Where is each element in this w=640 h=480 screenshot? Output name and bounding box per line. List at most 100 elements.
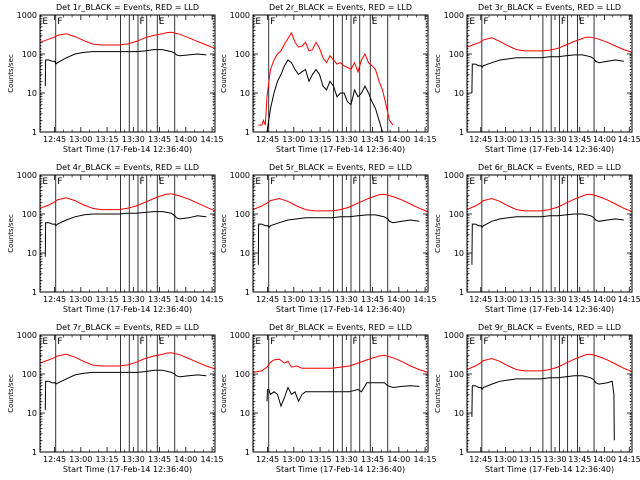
x-tick-label: 13:00 bbox=[69, 455, 92, 464]
x-tick-label: 13:15 bbox=[309, 135, 332, 144]
y-tick-label: 1 bbox=[459, 288, 464, 297]
marker-label: E bbox=[159, 17, 165, 27]
marker-label: F bbox=[140, 337, 145, 347]
chart-title: Det 2r_BLACK = Events, RED = LLD bbox=[269, 3, 412, 12]
x-tick-label: 13:45 bbox=[148, 295, 171, 304]
series-line-events bbox=[44, 369, 207, 410]
marker-label: E bbox=[159, 337, 165, 347]
y-tick-label: 100 bbox=[22, 370, 37, 379]
series-line-lld bbox=[466, 36, 633, 53]
plot-frame bbox=[39, 14, 216, 133]
x-tick-label: 13:15 bbox=[96, 295, 119, 304]
chart-title: Det 3r_BLACK = Events, RED = LLD bbox=[478, 3, 621, 12]
marker-label: F bbox=[483, 17, 488, 27]
x-tick-label: 13:30 bbox=[543, 135, 566, 144]
x-tick-label: 12:45 bbox=[256, 455, 279, 464]
marker-label: E bbox=[159, 177, 165, 187]
y-tick-label: 1 bbox=[245, 448, 250, 457]
series-line-lld bbox=[466, 193, 633, 213]
marker-label: E bbox=[372, 337, 378, 347]
series-line-events bbox=[266, 382, 420, 408]
x-tick-label: 13:45 bbox=[361, 455, 384, 464]
series-line-events bbox=[44, 211, 207, 257]
x-axis-label: Start Time (17-Feb-14 12:36:40) bbox=[485, 305, 614, 314]
x-tick-label: 14:15 bbox=[414, 295, 437, 304]
x-tick-label: 13:30 bbox=[335, 455, 358, 464]
series-line-events bbox=[44, 49, 207, 87]
x-tick-label: 12:45 bbox=[43, 455, 66, 464]
x-tick-label: 13:45 bbox=[361, 135, 384, 144]
plot-frame bbox=[466, 334, 633, 453]
x-axis-label: Start Time (17-Feb-14 12:36:40) bbox=[63, 305, 192, 314]
series-line-lld bbox=[252, 193, 429, 213]
chart-title: Det 6r_BLACK = Events, RED = LLD bbox=[478, 163, 621, 172]
x-tick-label: 14:15 bbox=[201, 455, 224, 464]
y-tick-label: 10 bbox=[454, 409, 464, 418]
x-tick-label: 14:15 bbox=[414, 455, 437, 464]
y-tick-label: 1 bbox=[459, 128, 464, 137]
marker-label: E bbox=[372, 17, 378, 27]
series-line-lld bbox=[258, 31, 394, 126]
y-tick-label: 1 bbox=[459, 448, 464, 457]
y-tick-label: 1000 bbox=[444, 11, 464, 20]
y-tick-label: 100 bbox=[235, 210, 250, 219]
marker-label: F bbox=[561, 17, 566, 27]
y-tick-label: 10 bbox=[27, 409, 37, 418]
y-tick-label: 1 bbox=[245, 128, 250, 137]
x-tick-label: 14:15 bbox=[618, 295, 640, 304]
series-line-events bbox=[471, 213, 624, 265]
x-tick-label: 13:15 bbox=[519, 295, 542, 304]
y-tick-label: 100 bbox=[235, 370, 250, 379]
marker-label: E bbox=[469, 17, 475, 27]
x-axis-label: Start Time (17-Feb-14 12:36:40) bbox=[276, 465, 405, 474]
x-tick-label: 13:45 bbox=[568, 455, 591, 464]
x-tick-label: 13:00 bbox=[494, 135, 517, 144]
x-tick-label: 13:00 bbox=[494, 455, 517, 464]
x-tick-label: 14:00 bbox=[593, 135, 616, 144]
series-line-lld bbox=[39, 193, 216, 212]
x-tick-label: 13:15 bbox=[96, 455, 119, 464]
y-tick-label: 100 bbox=[449, 50, 464, 59]
x-tick-label: 13:45 bbox=[361, 295, 384, 304]
x-axis-label: Start Time (17-Feb-14 12:36:40) bbox=[485, 145, 614, 154]
marker-label: F bbox=[353, 17, 358, 27]
y-tick-label: 1000 bbox=[17, 331, 37, 340]
x-axis-label: Start Time (17-Feb-14 12:36:40) bbox=[276, 145, 405, 154]
x-tick-label: 12:45 bbox=[469, 135, 492, 144]
y-tick-label: 1 bbox=[245, 288, 250, 297]
y-tick-label: 1 bbox=[32, 288, 37, 297]
plot-frame bbox=[466, 174, 633, 293]
marker-label: F bbox=[561, 337, 566, 347]
x-tick-label: 13:30 bbox=[543, 455, 566, 464]
marker-label: F bbox=[57, 177, 62, 187]
y-axis-label: Counts/sec bbox=[7, 54, 15, 93]
marker-label: F bbox=[483, 177, 488, 187]
y-axis-label: Counts/sec bbox=[434, 54, 442, 93]
series-line-lld bbox=[39, 352, 216, 370]
marker-label: E bbox=[579, 17, 585, 27]
marker-label: F bbox=[483, 337, 488, 347]
x-tick-label: 13:30 bbox=[335, 135, 358, 144]
x-axis-label: Start Time (17-Feb-14 12:36:40) bbox=[485, 465, 614, 474]
x-tick-label: 12:45 bbox=[469, 295, 492, 304]
x-axis-label: Start Time (17-Feb-14 12:36:40) bbox=[63, 145, 192, 154]
x-tick-label: 14:00 bbox=[174, 455, 197, 464]
x-tick-label: 14:15 bbox=[618, 135, 640, 144]
x-axis-label: Start Time (17-Feb-14 12:36:40) bbox=[63, 465, 192, 474]
marker-label: F bbox=[561, 177, 566, 187]
x-tick-label: 13:00 bbox=[69, 295, 92, 304]
chart-title: Det 8r_BLACK = Events, RED = LLD bbox=[269, 323, 412, 332]
x-tick-label: 13:30 bbox=[335, 295, 358, 304]
chart-title: Det 7r_BLACK = Events, RED = LLD bbox=[56, 323, 199, 332]
x-tick-label: 13:00 bbox=[494, 295, 517, 304]
marker-label: F bbox=[270, 177, 275, 187]
series-line-events bbox=[257, 214, 420, 265]
y-tick-label: 100 bbox=[22, 210, 37, 219]
marker-label: F bbox=[353, 177, 358, 187]
y-tick-label: 10 bbox=[240, 409, 250, 418]
x-tick-label: 13:15 bbox=[96, 135, 119, 144]
y-tick-label: 10 bbox=[27, 89, 37, 98]
marker-label: E bbox=[255, 337, 261, 347]
